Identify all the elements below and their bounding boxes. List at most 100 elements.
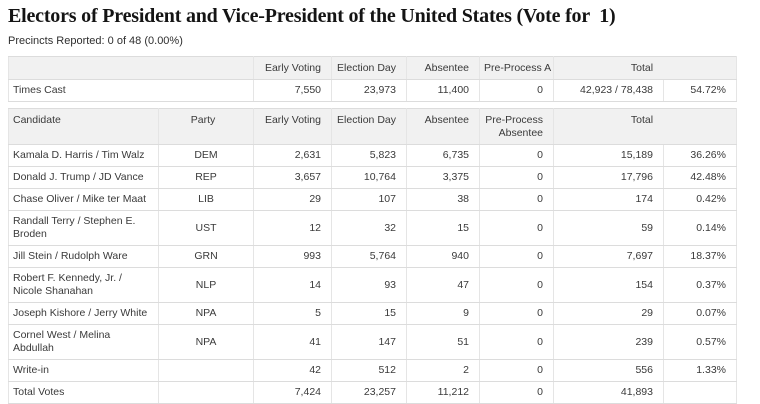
early-voting-cell: 42 (253, 359, 332, 382)
election-day-cell: 512 (331, 359, 407, 382)
early-voting-cell: 993 (253, 245, 332, 268)
pre-process-cell: 0 (479, 359, 554, 382)
absentee-cell: 11,212 (406, 381, 480, 404)
early-voting-cell: 41 (253, 324, 332, 360)
percent-cell: 0.14% (663, 210, 737, 246)
candidate-cell: Randall Terry / Stephen E. Broden (8, 210, 159, 246)
pre-process-cell: 0 (479, 245, 554, 268)
early-voting-cell: 5 (253, 302, 332, 325)
times-cast-table: Early Voting Election Day Absentee Pre-P… (8, 56, 737, 102)
percent-cell: 0.57% (663, 324, 737, 360)
party-cell (158, 359, 254, 382)
election-day-cell: 23,257 (331, 381, 407, 404)
col-header-absentee: Absentee (406, 108, 480, 145)
candidate-row: Kamala D. Harris / Tim Walz DEM 2,631 5,… (8, 144, 737, 167)
early-voting-cell: 14 (253, 267, 332, 303)
write-in-row: Write-in 42 512 2 0 556 1.33% (8, 359, 737, 382)
pre-process-cell: 0 (479, 79, 554, 102)
times-cast-label: Times Cast (8, 79, 254, 102)
total-cell: 239 (553, 324, 664, 360)
election-day-cell: 93 (331, 267, 407, 303)
absentee-cell: 51 (406, 324, 480, 360)
absentee-cell: 2 (406, 359, 480, 382)
total-cell: 41,893 (553, 381, 664, 404)
pre-process-cell: 0 (479, 188, 554, 211)
percent-cell: 36.26% (663, 144, 737, 167)
total-cell: 7,697 (553, 245, 664, 268)
candidate-cell: Cornel West / Melina Abdullah (8, 324, 159, 360)
party-cell: UST (158, 210, 254, 246)
col-header-pre-process-absentee: Pre-Process Absentee (479, 108, 554, 145)
party-cell: NPA (158, 324, 254, 360)
total-votes-row: Total Votes 7,424 23,257 11,212 0 41,893 (8, 381, 737, 404)
party-cell: GRN (158, 245, 254, 268)
absentee-cell: 6,735 (406, 144, 480, 167)
percent-cell: 42.48% (663, 166, 737, 189)
col-header-election-day: Election Day (331, 56, 407, 80)
percent-cell: 0.37% (663, 267, 737, 303)
absentee-cell: 3,375 (406, 166, 480, 189)
election-day-cell: 32 (331, 210, 407, 246)
candidate-cell: Robert F. Kennedy, Jr. / Nicole Shanahan (8, 267, 159, 303)
pre-process-cell: 0 (479, 144, 554, 167)
absentee-cell: 38 (406, 188, 480, 211)
total-cell: 154 (553, 267, 664, 303)
times-cast-header-row: Early Voting Election Day Absentee Pre-P… (8, 56, 737, 80)
early-voting-cell: 12 (253, 210, 332, 246)
candidate-cell: Jill Stein / Rudolph Ware (8, 245, 159, 268)
col-header-total: Total (553, 56, 737, 80)
percent-cell: 1.33% (663, 359, 737, 382)
col-header-blank (8, 56, 254, 80)
pre-process-cell: 0 (479, 166, 554, 189)
election-day-cell: 23,973 (331, 79, 407, 102)
col-header-early-voting: Early Voting (253, 56, 332, 80)
candidate-cell: Chase Oliver / Mike ter Maat (8, 188, 159, 211)
col-header-election-day: Election Day (331, 108, 407, 145)
candidate-cell: Donald J. Trump / JD Vance (8, 166, 159, 189)
col-header-pre-process: Pre-Process A (479, 56, 554, 80)
party-cell: DEM (158, 144, 254, 167)
early-voting-cell: 7,424 (253, 381, 332, 404)
times-cast-row: Times Cast 7,550 23,973 11,400 0 42,923 … (8, 79, 737, 102)
percent-cell: 0.42% (663, 188, 737, 211)
candidate-row: Joseph Kishore / Jerry White NPA 5 15 9 … (8, 302, 737, 325)
party-cell: REP (158, 166, 254, 189)
total-cell: 15,189 (553, 144, 664, 167)
pre-process-cell: 0 (479, 267, 554, 303)
percent-cell: 0.07% (663, 302, 737, 325)
candidate-cell: Kamala D. Harris / Tim Walz (8, 144, 159, 167)
col-header-total: Total (553, 108, 737, 145)
candidate-row: Donald J. Trump / JD Vance REP 3,657 10,… (8, 166, 737, 189)
absentee-cell: 11,400 (406, 79, 480, 102)
candidate-row: Cornel West / Melina Abdullah NPA 41 147… (8, 324, 737, 360)
total-cell: 17,796 (553, 166, 664, 189)
absentee-cell: 940 (406, 245, 480, 268)
report-title: Electors of President and Vice-President… (8, 5, 616, 27)
early-voting-cell: 3,657 (253, 166, 332, 189)
col-header-absentee: Absentee (406, 56, 480, 80)
total-votes-label: Total Votes (8, 381, 159, 404)
total-cell: 42,923 / 78,438 (553, 79, 664, 102)
party-cell (158, 381, 254, 404)
party-cell: LIB (158, 188, 254, 211)
total-cell: 556 (553, 359, 664, 382)
early-voting-cell: 29 (253, 188, 332, 211)
absentee-cell: 15 (406, 210, 480, 246)
absentee-cell: 47 (406, 267, 480, 303)
election-day-cell: 10,764 (331, 166, 407, 189)
candidate-row: Jill Stein / Rudolph Ware GRN 993 5,764 … (8, 245, 737, 268)
absentee-cell: 9 (406, 302, 480, 325)
precincts-reported: Precincts Reported: 0 of 48 (0.00%) (8, 35, 183, 47)
candidate-row: Randall Terry / Stephen E. Broden UST 12… (8, 210, 737, 246)
candidate-results-table: Candidate Party Early Voting Election Da… (8, 108, 737, 404)
election-day-cell: 15 (331, 302, 407, 325)
party-cell: NPA (158, 302, 254, 325)
election-day-cell: 107 (331, 188, 407, 211)
candidate-cell: Write-in (8, 359, 159, 382)
col-header-party: Party (158, 108, 254, 145)
col-header-early-voting: Early Voting (253, 108, 332, 145)
total-cell: 174 (553, 188, 664, 211)
col-header-candidate: Candidate (8, 108, 159, 145)
election-day-cell: 147 (331, 324, 407, 360)
